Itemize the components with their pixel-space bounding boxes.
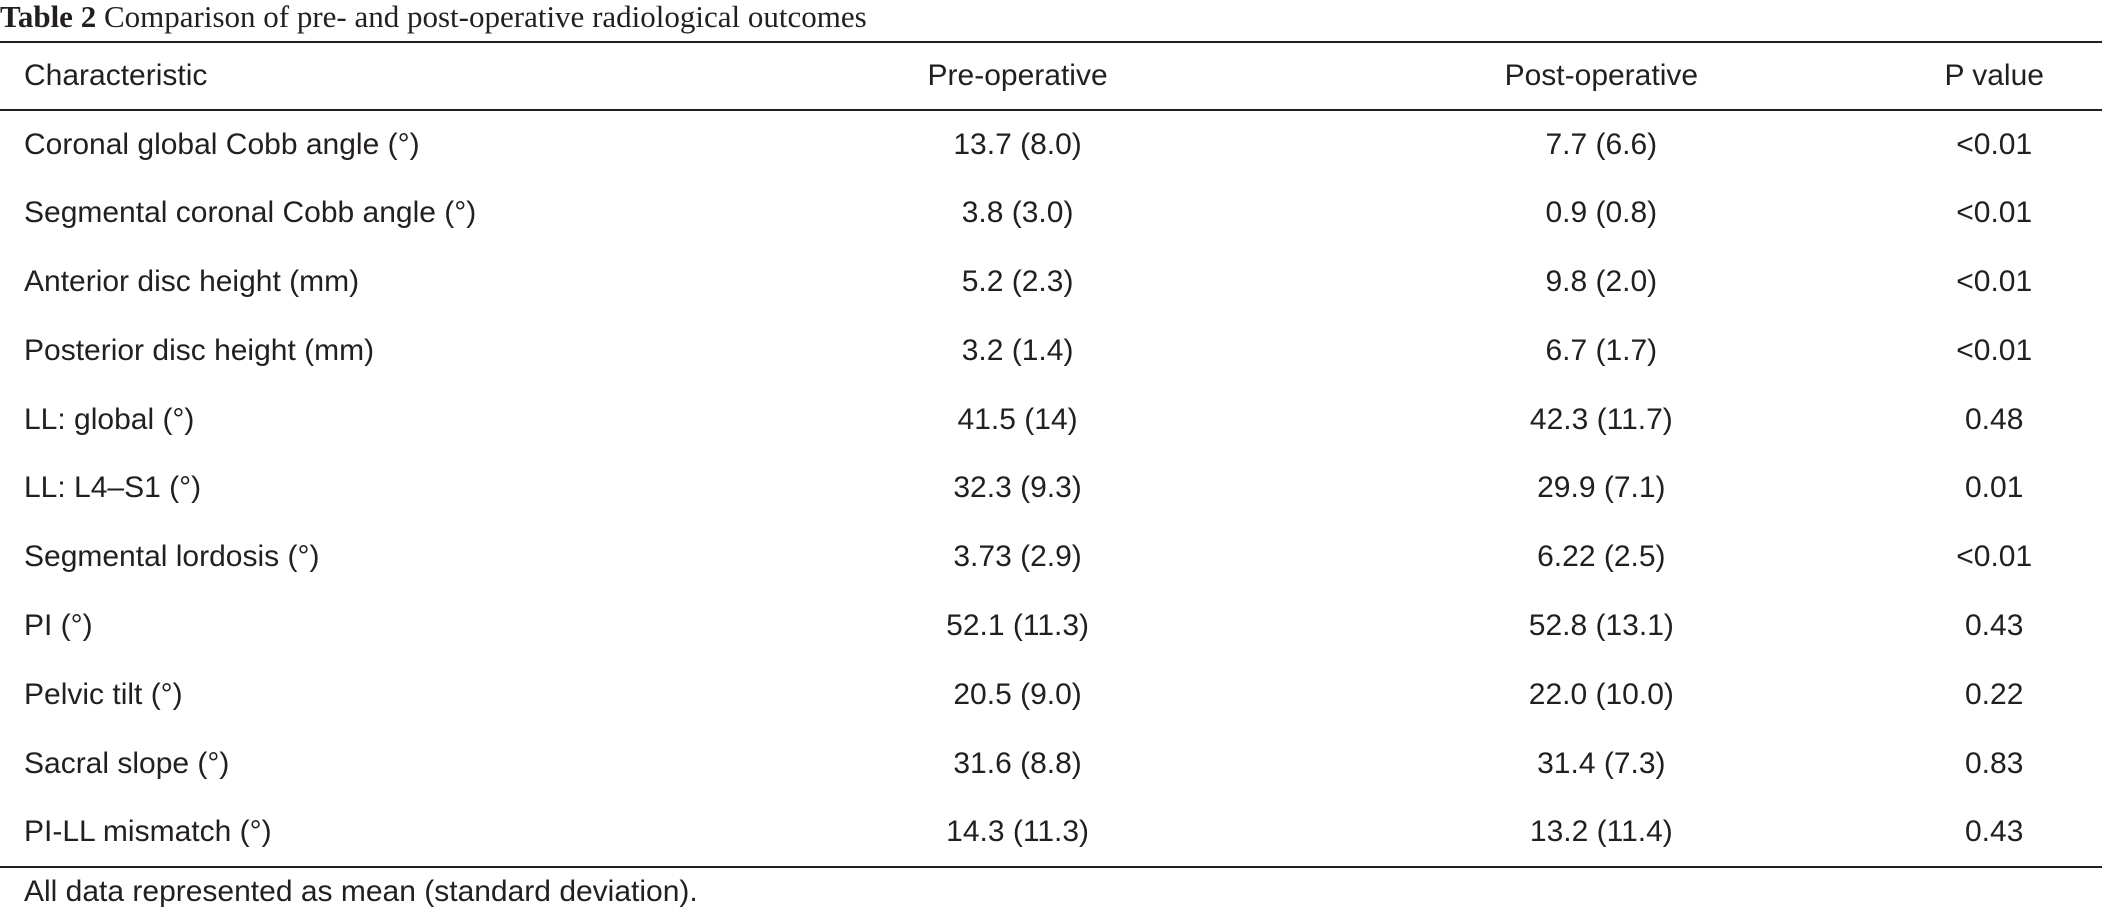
cell-pre-operative: 32.3 (9.3) [953,471,1082,505]
table-row: Coronal global Cobb angle (°) 13.7 (8.0) 7… [0,110,2102,179]
column-header-pre-operative: Pre-operative [718,41,1317,111]
table-row: Segmental lordosis (°) 3.73 (2.9) 6.22 (2.… [0,523,2102,592]
column-header-post-operative: Post-operative [1316,41,1887,111]
table-caption: Table 2 Comparison of pre- and post-oper… [0,0,867,40]
cell-pre-operative: 13.7 (8.0) [953,127,1082,161]
table-row: PI (°) 52.1 (11.3) 52.8 (13.1) 0.43 [0,592,2102,661]
outcomes-table: Characteristic Pre-operative Post-operat… [0,41,2102,868]
cell-p-value: 0.22 [1965,677,2024,711]
cell-characteristic: LL: L4–S1 (°) [24,471,202,505]
cell-pre-operative: 3.8 (3.0) [961,196,1074,230]
cell-pre-operative: 3.2 (1.4) [961,333,1074,367]
cell-post-operative: 29.9 (7.1) [1537,471,1666,505]
cell-post-operative: 31.4 (7.3) [1537,746,1666,780]
cell-post-operative: 6.22 (2.5) [1537,540,1666,574]
table-row: LL: L4–S1 (°) 32.3 (9.3) 29.9 (7.1) 0.01 [0,454,2102,523]
cell-characteristic: Coronal global Cobb angle (°) [24,127,420,161]
cell-p-value: <0.01 [1956,196,2033,230]
cell-p-value: <0.01 [1956,333,2033,367]
cell-post-operative: 13.2 (11.4) [1316,797,1887,868]
cell-p-value: <0.01 [1956,127,2033,161]
cell-pre-operative: 3.73 (2.9) [953,540,1082,574]
table-body: Coronal global Cobb angle (°) 13.7 (8.0) 7… [0,110,2102,868]
cell-p-value: <0.01 [1956,540,2033,574]
table-row: Anterior disc height (mm) 5.2 (2.3) 9.8 (2… [0,248,2102,317]
table-row: Posterior disc height (mm) 3.2 (1.4) 6.7 (… [0,316,2102,385]
column-header-characteristic: Characteristic [0,41,719,111]
cell-characteristic: Segmental lordosis (°) [24,540,320,574]
cell-characteristic: PI-LL mismatch (°) [0,797,719,868]
cell-pre-operative: 52.1 (11.3) [946,608,1090,642]
cell-post-operative: 9.8 (2.0) [1545,264,1658,298]
table-row: LL: global (°) 41.5 (14) 42.3 (11.7) 0.48 [0,385,2102,454]
cell-p-value: 0.48 [1965,402,2024,436]
cell-p-value: <0.01 [1956,264,2033,298]
cell-post-operative: 6.7 (1.7) [1545,333,1658,367]
cell-post-operative: 22.0 (10.0) [1528,677,1674,711]
table-row: Sacral slope (°) 31.6 (8.8) 31.4 (7.3) 0.83 [0,729,2102,798]
cell-post-operative: 52.8 (13.1) [1528,608,1674,642]
table-row: Pelvic tilt (°) 20.5 (9.0) 22.0 (10.0) 0.22 [0,660,2102,729]
cell-p-value: 0.01 [1965,471,2024,505]
table-header-row: Characteristic Pre-operative Post-operat… [0,41,2102,111]
table-caption-title: Comparison of pre- and post-operative ra… [103,0,867,34]
table-footnote: All data represented as mean (standard d… [24,875,698,908]
table-row: Segmental coronal Cobb angle (°) 3.8 (3.0… [0,179,2102,248]
cell-post-operative: 42.3 (11.7) [1529,402,1673,436]
cell-characteristic: LL: global (°) [24,402,195,436]
table-caption-label: Table 2 [0,0,97,34]
cell-p-value: 0.43 [1965,608,2024,642]
cell-p-value: 0.43 [1886,797,2102,868]
cell-post-operative: 0.9 (0.8) [1545,196,1658,230]
cell-pre-operative: 41.5 (14) [957,402,1078,436]
cell-characteristic: Segmental coronal Cobb angle (°) [24,196,477,230]
cell-pre-operative: 5.2 (2.3) [961,264,1074,298]
cell-pre-operative: 20.5 (9.0) [953,677,1082,711]
cell-characteristic: PI (°) [24,608,93,642]
table-row: PI-LL mismatch (°) 14.3 (11.3) 13.2 (11.4)… [0,797,2102,868]
column-header-p-value: P value [1886,41,2102,111]
cell-pre-operative: 31.6 (8.8) [953,746,1082,780]
cell-post-operative: 7.7 (6.6) [1545,127,1658,161]
cell-characteristic: Sacral slope (°) [24,746,230,780]
cell-characteristic: Posterior disc height (mm) [24,333,375,367]
cell-p-value: 0.83 [1965,746,2024,780]
cell-characteristic: Anterior disc height (mm) [24,264,360,298]
cell-pre-operative: 14.3 (11.3) [718,797,1317,868]
cell-characteristic: Pelvic tilt (°) [24,677,183,711]
